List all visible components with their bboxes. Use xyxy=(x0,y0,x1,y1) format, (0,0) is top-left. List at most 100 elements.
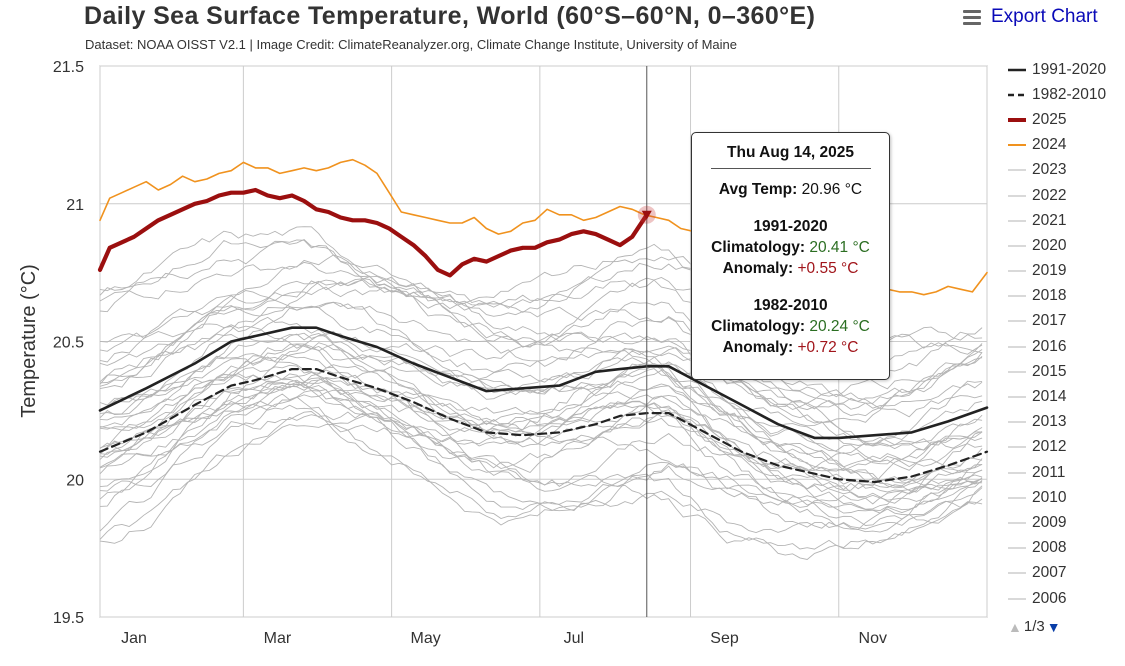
legend-item-2007[interactable]: 2007 xyxy=(1008,561,1123,586)
legend-label: 2022 xyxy=(1032,186,1067,204)
tooltip-divider xyxy=(710,168,871,169)
legend-item-2022[interactable]: 2022 xyxy=(1008,183,1123,208)
x-tick-label: Jan xyxy=(121,630,147,647)
past-year-line xyxy=(99,279,983,411)
legend-item-2014[interactable]: 2014 xyxy=(1008,384,1123,409)
legend-item-1982-2010[interactable]: 1982-2010 xyxy=(1008,82,1123,107)
legend-item-2018[interactable]: 2018 xyxy=(1008,284,1123,309)
legend-item-2025[interactable]: 2025 xyxy=(1008,107,1123,132)
legend-page-indicator: 1/3 xyxy=(1023,618,1045,635)
legend-grey-line-icon xyxy=(1008,320,1026,323)
legend-label: 2014 xyxy=(1032,388,1067,406)
past-year-line xyxy=(99,423,983,550)
past-year-line xyxy=(99,254,983,404)
past-year-line xyxy=(99,301,983,410)
legend-label: 2008 xyxy=(1032,539,1067,557)
legend-item-2023[interactable]: 2023 xyxy=(1008,158,1123,183)
legend-solid-line-icon xyxy=(1008,68,1026,71)
legend-label: 2009 xyxy=(1032,513,1067,531)
past-year-line xyxy=(99,277,983,402)
tooltip-block1-anom-value: +0.55 °C xyxy=(797,260,859,277)
legend-item-2020[interactable]: 2020 xyxy=(1008,233,1123,258)
tooltip-block2-title: 1982-2010 xyxy=(753,297,828,314)
legend-item-2009[interactable]: 2009 xyxy=(1008,510,1123,535)
legend-orange-line-icon xyxy=(1008,144,1026,147)
tooltip-block1-clim-value: 20.41 °C xyxy=(809,239,870,256)
legend-item-2012[interactable]: 2012 xyxy=(1008,435,1123,460)
past-year-line xyxy=(99,364,983,490)
legend-grey-line-icon xyxy=(1008,220,1026,222)
legend-item-2015[interactable]: 2015 xyxy=(1008,359,1123,384)
legend-grey-line-icon xyxy=(1008,295,1026,297)
legend-page-up-icon[interactable]: ▲ xyxy=(1008,618,1022,635)
legend-item-2019[interactable]: 2019 xyxy=(1008,259,1123,284)
legend-page-down-icon[interactable]: ▼ xyxy=(1046,618,1061,635)
legend-grey-line-icon xyxy=(1008,371,1026,373)
tooltip-block1-anom-label: Anomaly: xyxy=(722,260,794,277)
legend-label: 2016 xyxy=(1032,337,1067,355)
past-year-line xyxy=(99,364,983,489)
series-line-1991-2020 xyxy=(98,326,989,440)
legend-label: 1982-2010 xyxy=(1032,85,1107,103)
past-year-line xyxy=(99,278,983,427)
legend-grey-line-icon xyxy=(1008,421,1026,423)
legend-label: 2018 xyxy=(1032,287,1067,305)
legend-grey-line-icon xyxy=(1008,245,1026,247)
legend-label: 2010 xyxy=(1032,488,1067,506)
legend-red-line-icon xyxy=(1008,117,1026,122)
legend-grey-line-icon xyxy=(1008,572,1026,574)
legend-label: 2015 xyxy=(1032,362,1067,380)
x-tick-label: Jul xyxy=(564,630,584,647)
legend-item-2011[interactable]: 2011 xyxy=(1008,460,1123,485)
legend-dashed-line-icon xyxy=(1008,93,1026,97)
y-tick-label: 21 xyxy=(66,197,84,214)
tooltip-block2-clim-label: Climatology: xyxy=(711,318,806,335)
legend-label: 2019 xyxy=(1032,262,1067,280)
legend-label: 1991-2020 xyxy=(1032,60,1107,78)
hamburger-menu-icon xyxy=(963,7,981,28)
tooltip-block2-clim-value: 20.24 °C xyxy=(809,318,870,335)
tooltip-block2-anom-label: Anomaly: xyxy=(722,339,794,356)
export-chart-button[interactable]: Export Chart xyxy=(963,6,1098,28)
legend-label: 2020 xyxy=(1032,236,1067,254)
legend-label: 2013 xyxy=(1032,413,1067,431)
tooltip-block1-title: 1991-2020 xyxy=(753,218,828,235)
legend-item-2021[interactable]: 2021 xyxy=(1008,208,1123,233)
chart-subtitle: Dataset: NOAA OISST V2.1 | Image Credit:… xyxy=(85,37,737,52)
series-line-1982-2010 xyxy=(98,368,989,484)
legend-item-2024[interactable]: 2024 xyxy=(1008,133,1123,158)
past-year-line xyxy=(99,404,983,526)
tooltip-date: Thu Aug 14, 2025 xyxy=(727,144,854,161)
y-tick-label: 20.5 xyxy=(53,335,84,352)
legend-item-2006[interactable]: 2006 xyxy=(1008,586,1123,611)
legend-item-2017[interactable]: 2017 xyxy=(1008,309,1123,334)
tooltip-avg-value: 20.96 °C xyxy=(801,181,863,198)
legend-label: 2006 xyxy=(1032,589,1067,607)
legend-grey-line-icon xyxy=(1008,346,1026,348)
legend-grey-line-icon xyxy=(1008,270,1026,272)
legend-grey-line-icon xyxy=(1008,522,1026,524)
past-year-line xyxy=(99,324,983,450)
legend-label: 2025 xyxy=(1032,110,1067,128)
tooltip-block1-clim-label: Climatology: xyxy=(711,239,806,256)
legend-item-2008[interactable]: 2008 xyxy=(1008,536,1123,561)
legend-grey-line-icon xyxy=(1008,547,1026,549)
legend-item-2013[interactable]: 2013 xyxy=(1008,410,1123,435)
legend-grey-line-icon xyxy=(1008,396,1026,398)
past-year-line xyxy=(99,290,983,418)
chart-legend: 1991-2020 1982-2010 2025 2024 2023 2022 … xyxy=(1008,57,1123,611)
legend-label: 2021 xyxy=(1032,211,1067,229)
y-axis-label: Temperature (°C) xyxy=(18,264,40,418)
y-tick-label: 20 xyxy=(66,472,84,489)
past-year-line xyxy=(99,389,983,533)
legend-item-2010[interactable]: 2010 xyxy=(1008,485,1123,510)
y-tick-label: 21.5 xyxy=(53,59,84,76)
legend-item-2016[interactable]: 2016 xyxy=(1008,334,1123,359)
legend-item-1991-2020[interactable]: 1991-2020 xyxy=(1008,57,1123,82)
series-line-2025 xyxy=(97,187,649,278)
legend-label: 2011 xyxy=(1032,463,1066,481)
data-tooltip: Thu Aug 14, 2025 Avg Temp: 20.96 °C 1991… xyxy=(691,132,890,380)
past-year-line xyxy=(99,276,983,417)
legend-grey-line-icon xyxy=(1008,597,1026,600)
